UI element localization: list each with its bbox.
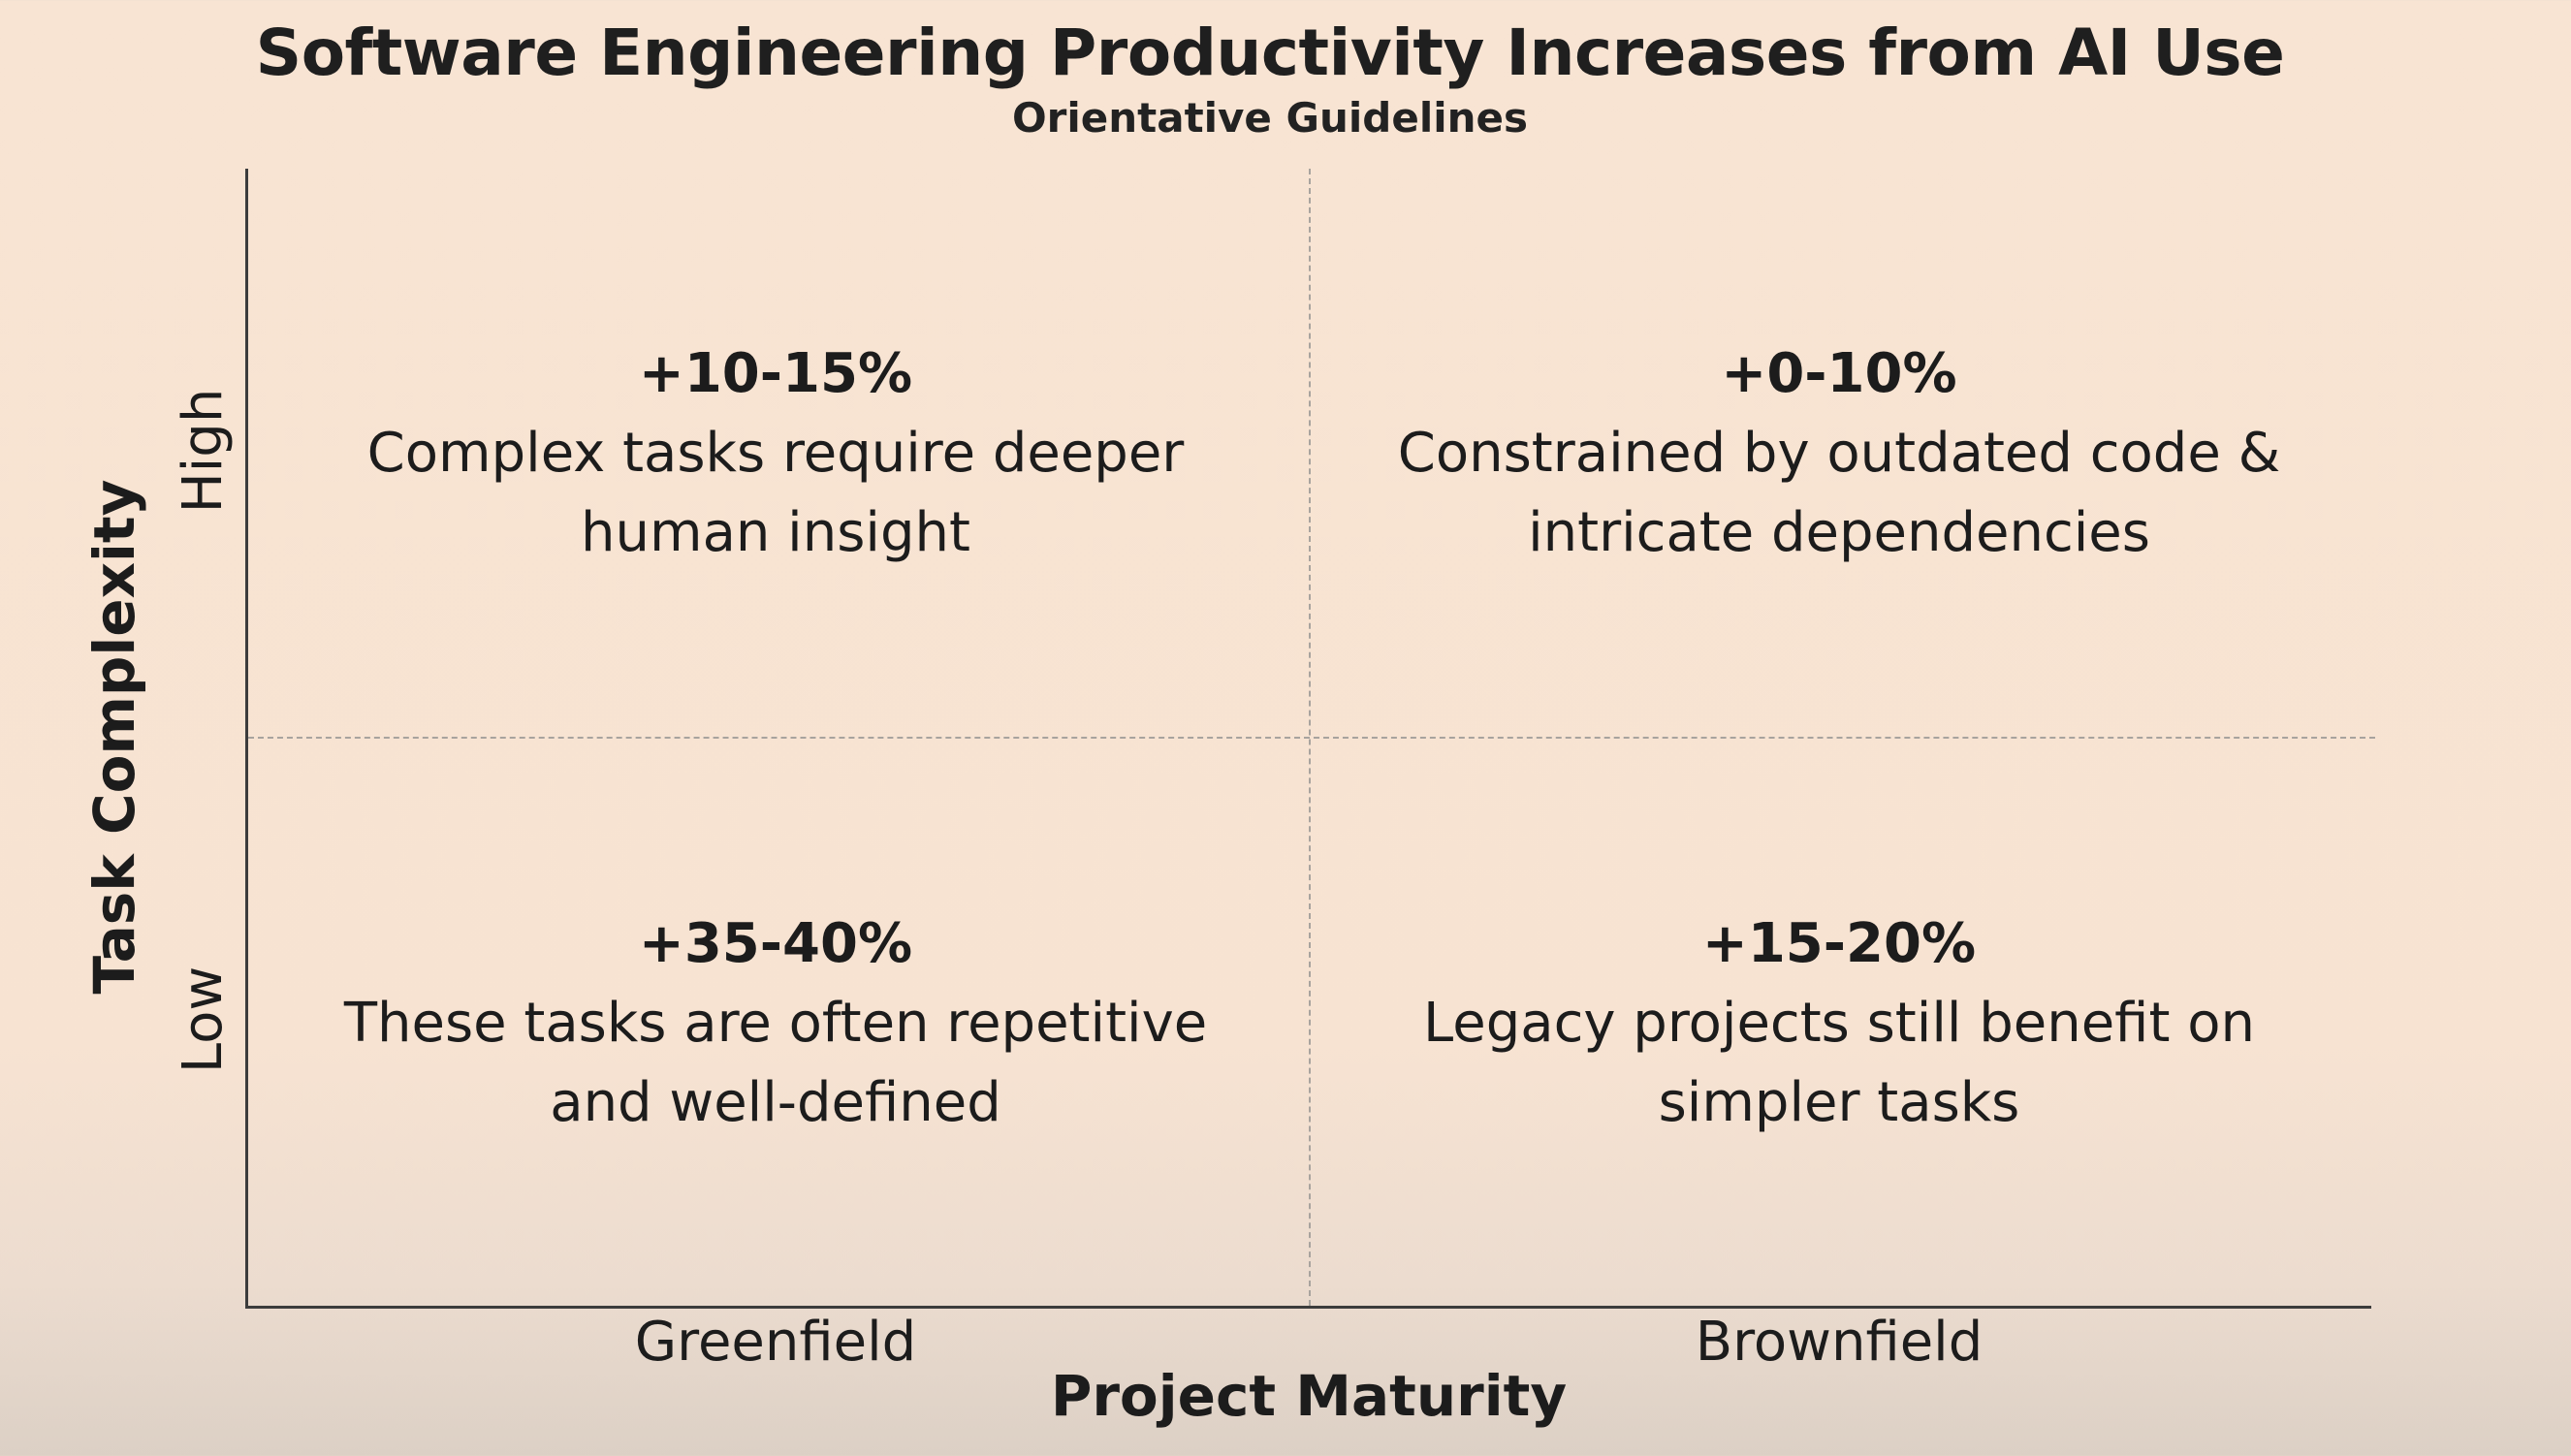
quadrant-value: +15-20%	[1701, 912, 1977, 975]
quadrant-description-line: human insight	[581, 501, 970, 564]
quadrant-high-greenfield: +10-15% Complex tasks require deeper hum…	[271, 334, 1280, 573]
x-tick-greenfield: Greenfield	[634, 1311, 917, 1374]
x-axis-line	[245, 1306, 2371, 1309]
y-axis-line	[245, 169, 248, 1309]
quadrant-description-line: Legacy projects still benefit on	[1423, 992, 2255, 1055]
horizontal-quadrant-divider	[248, 737, 2375, 739]
quadrant-description-line: and well-defined	[550, 1071, 1001, 1134]
quadrant-description-line: Complex tasks require deeper	[366, 422, 1185, 485]
quadrant-description-line: simpler tasks	[1658, 1071, 2020, 1134]
quadrant-value: +10-15%	[638, 342, 913, 405]
diagram-subtitle: Orientative Guidelines	[1011, 94, 1529, 142]
quadrant-value: +35-40%	[638, 912, 913, 975]
y-tick-high: High	[172, 388, 235, 514]
quadrant-description-line: Constrained by outdated code &	[1397, 422, 2281, 485]
y-tick-low: Low	[172, 965, 235, 1074]
quadrant-description-line: intricate dependencies	[1528, 501, 2150, 564]
diagram-title: Software Engineering Productivity Increa…	[255, 16, 2285, 90]
quadrant-value: +0-10%	[1721, 342, 1957, 405]
quadrant-high-brownfield: +0-10% Constrained by outdated code & in…	[1335, 334, 2343, 573]
y-axis-label: Task Complexity	[81, 479, 147, 995]
x-axis-label: Project Maturity	[1050, 1363, 1568, 1429]
quadrant-low-greenfield: +35-40% These tasks are often repetitive…	[271, 904, 1280, 1143]
x-tick-brownfield: Brownfield	[1695, 1311, 1984, 1374]
quadrant-description-line: These tasks are often repetitive	[343, 992, 1208, 1055]
quadrant-low-brownfield: +15-20% Legacy projects still benefit on…	[1335, 904, 2343, 1143]
